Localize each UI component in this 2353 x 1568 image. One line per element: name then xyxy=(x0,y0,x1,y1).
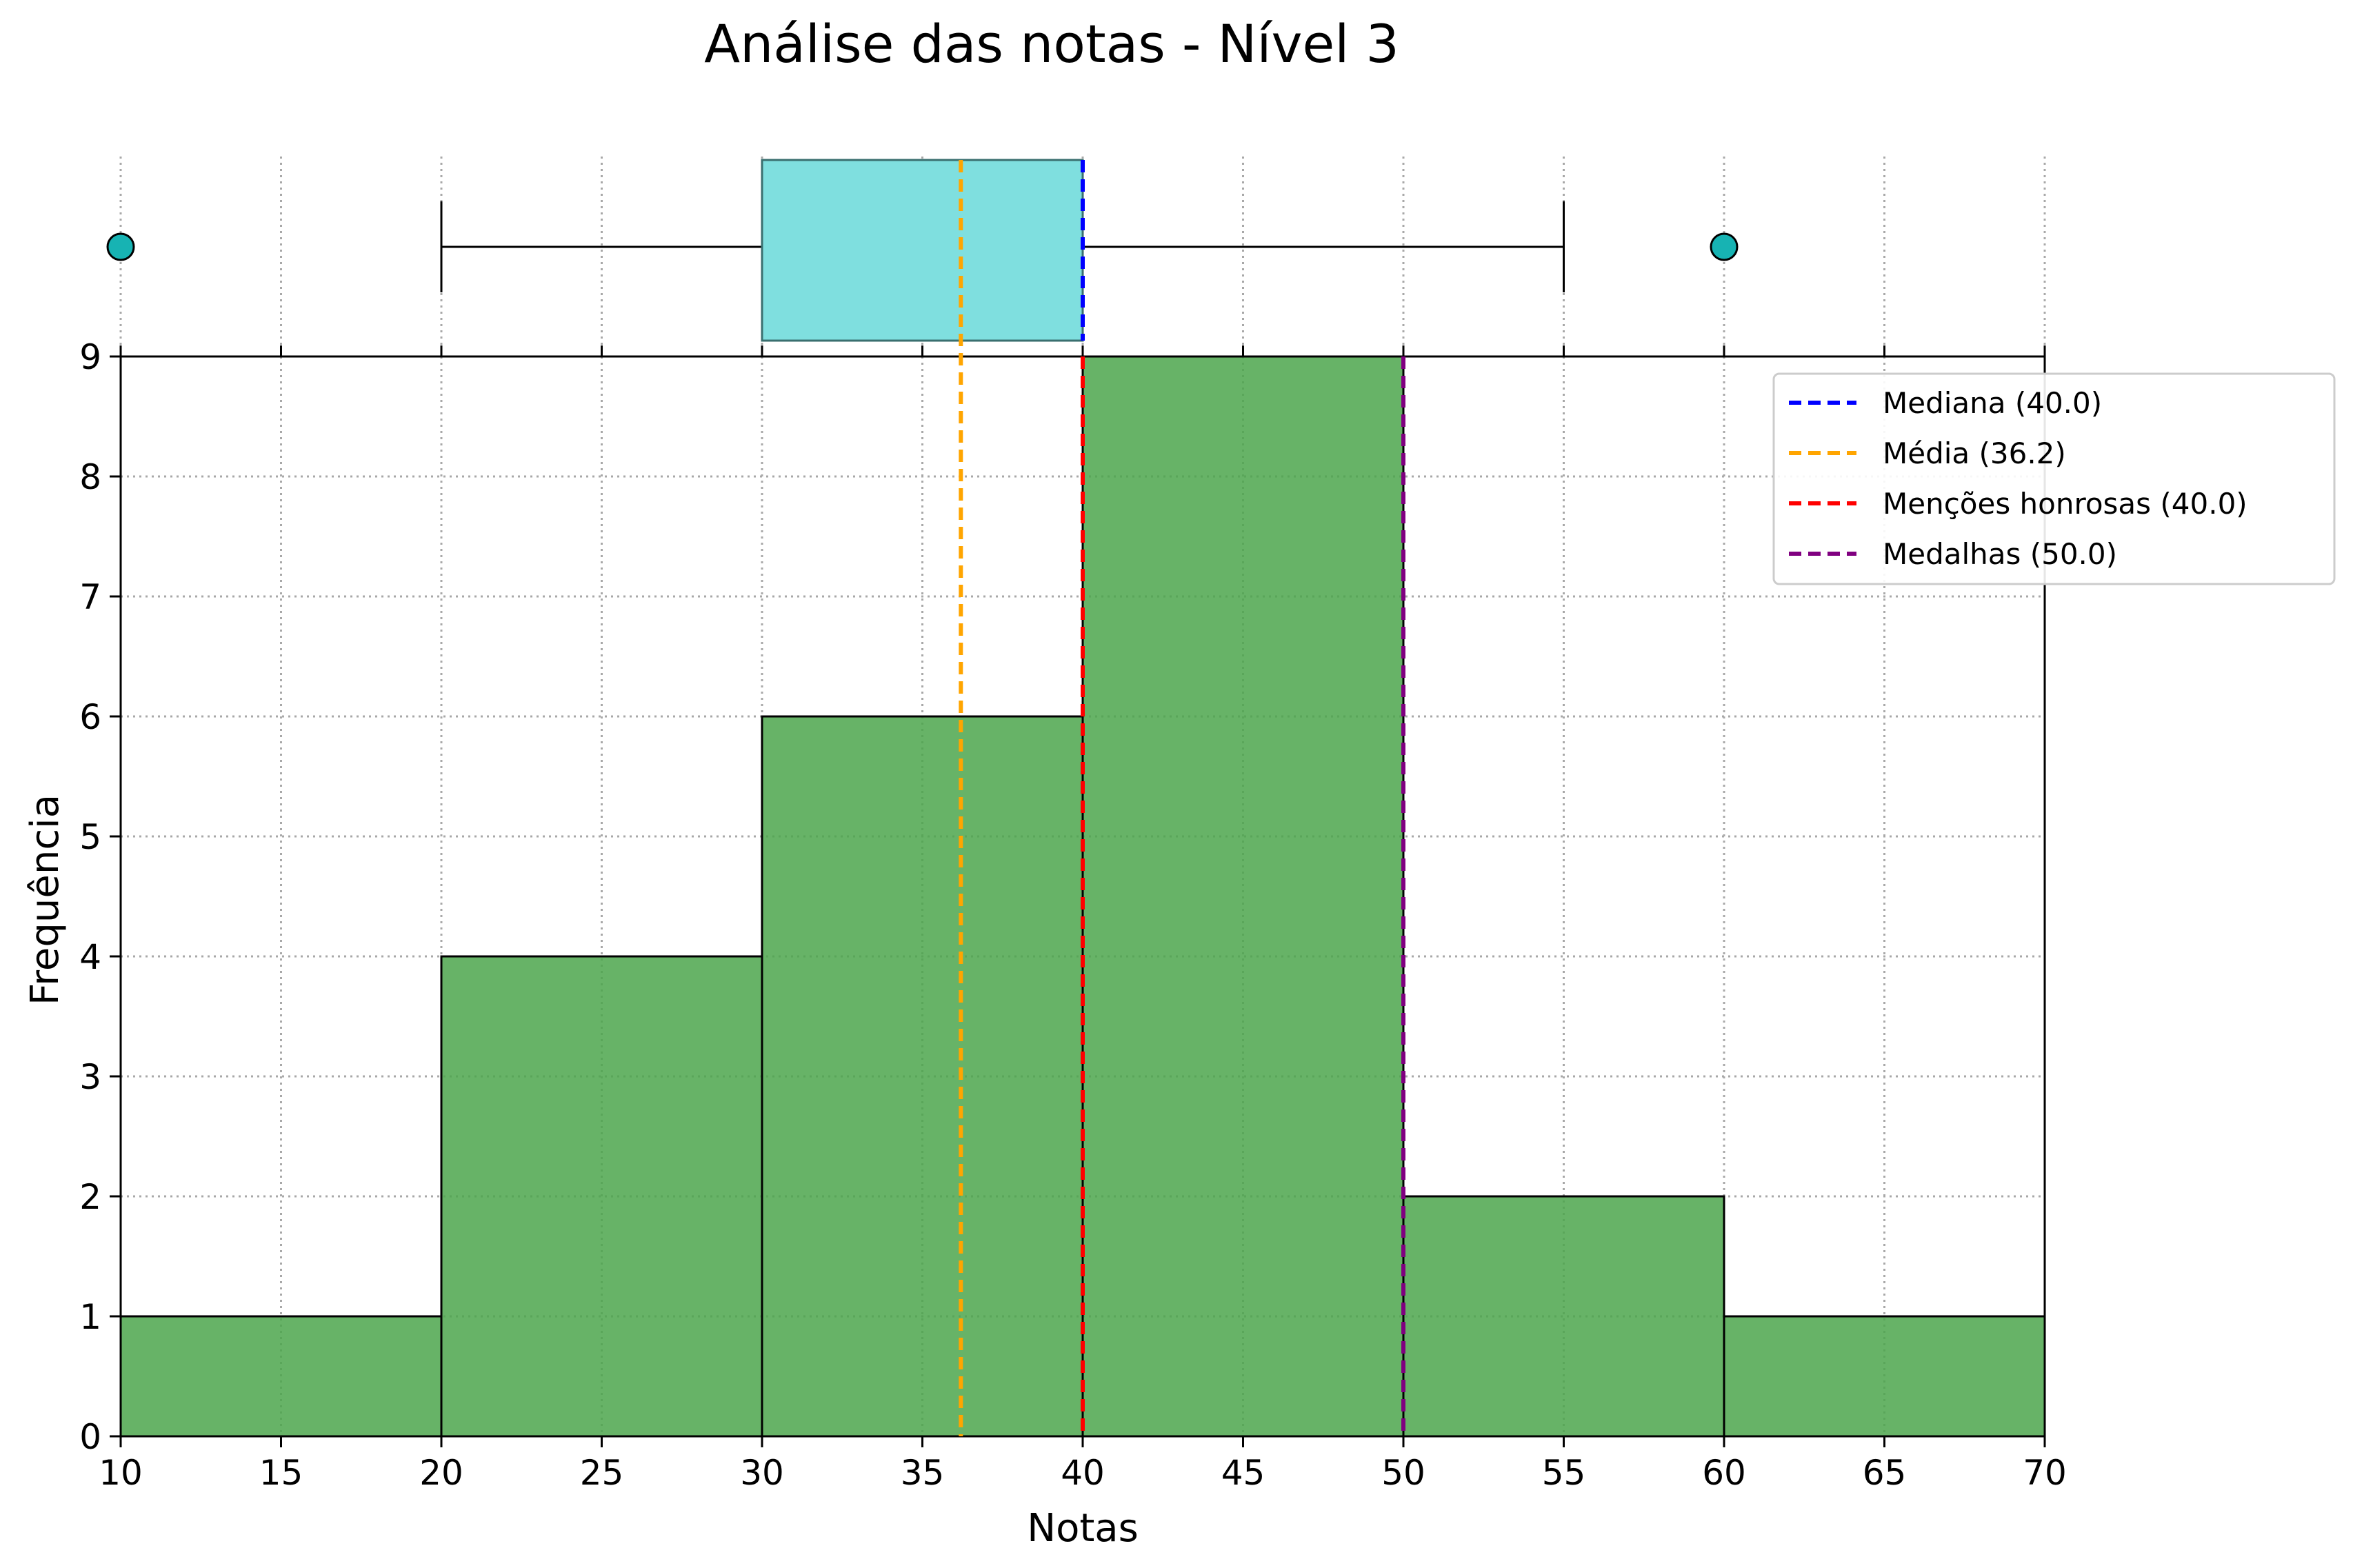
y-tick-label: 1 xyxy=(79,1297,101,1337)
legend-label: Média (36.2) xyxy=(1883,436,2066,470)
legend-box xyxy=(1772,372,2336,585)
y-tick-label: 2 xyxy=(79,1177,101,1217)
boxplot xyxy=(106,159,1739,342)
x-tick-label: 55 xyxy=(1542,1453,1586,1493)
x-tick-label: 25 xyxy=(580,1453,624,1493)
x-axis-label: Notas xyxy=(1027,1506,1139,1551)
y-axis-label: Frequência xyxy=(23,794,68,1005)
x-tick-label: 20 xyxy=(419,1453,463,1493)
y-tick-label: 5 xyxy=(79,817,101,857)
legend-label: Medalhas (50.0) xyxy=(1883,537,2117,571)
boxplot-outlier xyxy=(1710,232,1739,261)
x-tick-label: 60 xyxy=(1702,1453,1746,1493)
histogram-bars xyxy=(119,355,2046,1438)
histogram-bar xyxy=(119,1315,443,1438)
reference-lines xyxy=(959,160,1405,1436)
y-tick-label: 9 xyxy=(79,337,101,377)
histogram-bar xyxy=(1723,1315,2046,1438)
y-axis-ticks: 0 1 2 3 4 5 6 7 8 9 xyxy=(79,337,121,1457)
histogram-bar xyxy=(761,715,1084,1438)
histogram-bar xyxy=(440,955,763,1438)
y-tick-label: 8 xyxy=(79,457,101,497)
histogram-bar xyxy=(1081,355,1405,1438)
x-tick-label: 10 xyxy=(99,1453,143,1493)
y-tick-label: 6 xyxy=(79,697,101,737)
boxplot-box xyxy=(761,159,1084,342)
legend: Mediana (40.0) Média (36.2) Menções honros… xyxy=(1772,372,2336,585)
y-tick-label: 4 xyxy=(79,937,101,977)
chart-title: Análise das notas - Nível 3 xyxy=(704,13,1399,74)
x-tick-label: 65 xyxy=(1863,1453,1907,1493)
x-axis-ticks: 10 15 20 25 30 35 40 45 50 55 60 65 70 xyxy=(99,345,2067,1493)
legend-label: Mediana (40.0) xyxy=(1883,386,2102,420)
x-tick-label: 40 xyxy=(1061,1453,1105,1493)
y-tick-label: 7 xyxy=(79,577,101,617)
x-tick-label: 35 xyxy=(901,1453,945,1493)
x-tick-label: 30 xyxy=(740,1453,784,1493)
y-tick-label: 3 xyxy=(79,1057,101,1097)
x-tick-label: 45 xyxy=(1221,1453,1265,1493)
legend-label: Menções honrosas (40.0) xyxy=(1883,487,2247,521)
histogram-bar xyxy=(1402,1195,1725,1438)
x-tick-label: 50 xyxy=(1381,1453,1425,1493)
x-tick-label: 15 xyxy=(259,1453,303,1493)
x-tick-label: 70 xyxy=(2023,1453,2067,1493)
boxplot-outlier xyxy=(106,232,135,261)
y-tick-label: 0 xyxy=(79,1417,101,1457)
